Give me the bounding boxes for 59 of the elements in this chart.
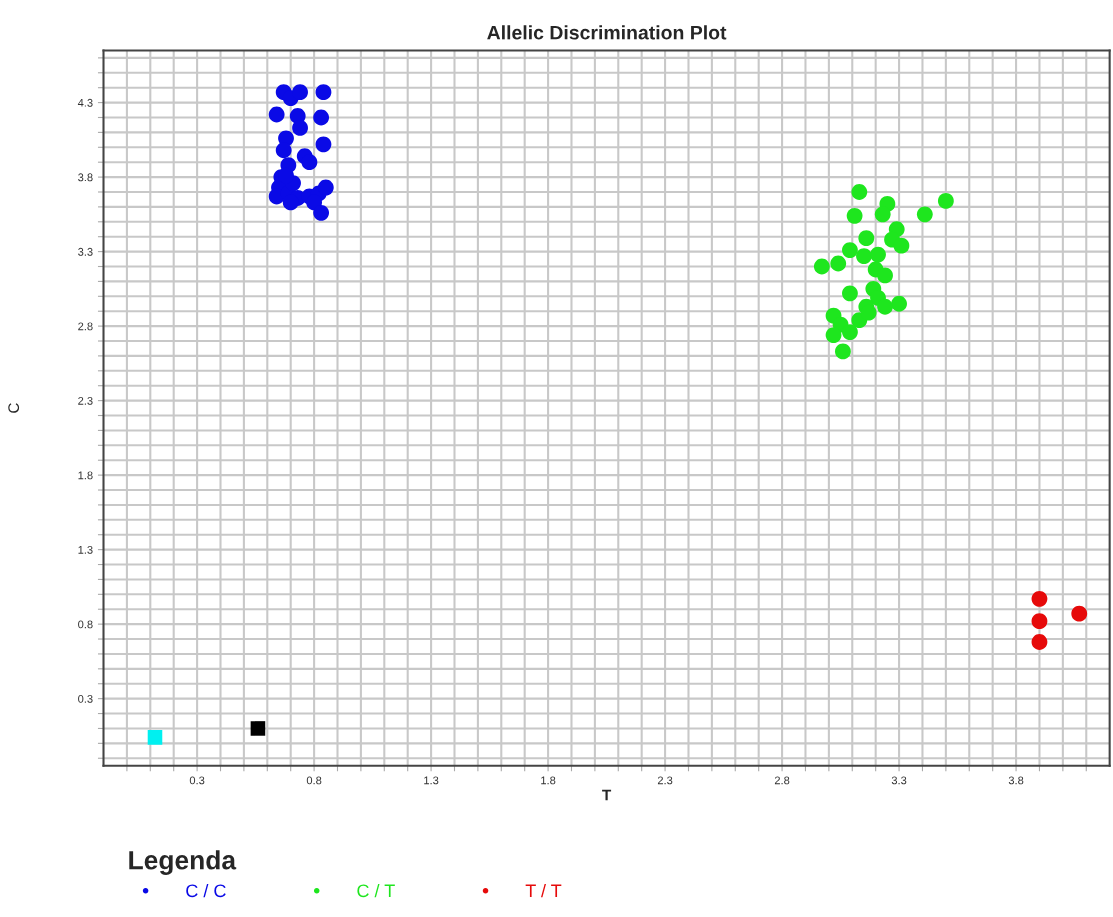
point (313, 109, 330, 126)
x-tick-label: 0.3 (189, 776, 205, 785)
point (842, 324, 858, 340)
point (250, 721, 266, 736)
y-tick-label: 1.3 (78, 545, 93, 554)
y-tick-label: 4.3 (77, 98, 93, 107)
y-tick-label: 0.3 (78, 694, 93, 703)
point (937, 193, 954, 209)
point (315, 136, 332, 153)
legend-label: C / T (357, 883, 395, 898)
point (846, 207, 863, 224)
point (268, 106, 285, 123)
point (851, 184, 868, 200)
point (856, 248, 872, 264)
point (830, 255, 847, 272)
point (893, 237, 910, 254)
point (813, 258, 830, 275)
legend-label: T / T (525, 883, 562, 898)
point (1071, 605, 1088, 622)
point (842, 242, 858, 259)
y-tick-label: 0.8 (78, 620, 93, 629)
y-tick-label: 3.3 (78, 247, 93, 256)
point (842, 285, 858, 302)
point (891, 295, 907, 312)
y-tick-label: 3.8 (78, 173, 93, 182)
point (877, 267, 893, 284)
y-tick-label: 2.8 (78, 322, 93, 331)
point (858, 230, 875, 247)
point (1031, 634, 1048, 650)
y-axis-title: C (8, 403, 20, 413)
point (292, 120, 308, 136)
point (313, 204, 330, 221)
point (1031, 590, 1048, 607)
legend-title: Legenda (129, 850, 237, 875)
point (147, 730, 163, 745)
point (315, 84, 332, 101)
x-tick-label: 1.8 (541, 776, 556, 785)
x-tick-label: 3.3 (891, 776, 907, 785)
point (916, 206, 933, 223)
legend-label: C / C (186, 883, 226, 898)
x-tick-label: 2.3 (657, 776, 673, 785)
point (292, 84, 308, 101)
point (870, 246, 886, 263)
point (301, 154, 318, 171)
x-tick-label: 3.8 (1008, 776, 1024, 785)
y-tick-label: 2.3 (78, 396, 93, 405)
point (877, 298, 893, 315)
x-tick-label: 0.8 (306, 776, 322, 785)
point (874, 206, 891, 223)
x-tick-label: 2.8 (774, 776, 790, 785)
y-tick-label: 1.8 (78, 471, 93, 480)
x-axis-title: T (602, 789, 612, 801)
point (835, 343, 851, 360)
x-tick-label: 1.3 (424, 776, 439, 785)
point (317, 179, 334, 196)
point (275, 142, 292, 159)
point (825, 327, 842, 343)
chart-title: Allelic Discrimination Plot (487, 25, 727, 40)
point (1031, 613, 1048, 630)
